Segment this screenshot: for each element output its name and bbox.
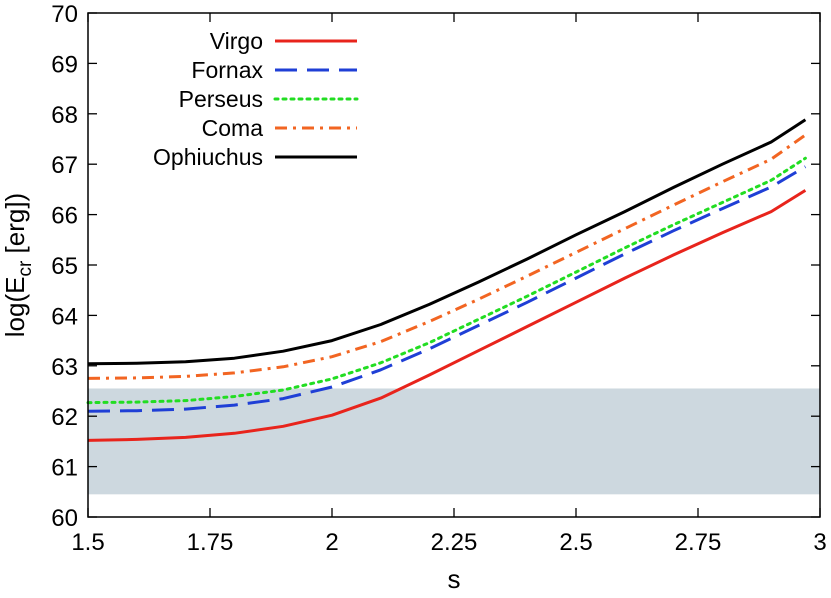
shaded-band (88, 388, 820, 495)
series-line-perseus (86, 156, 807, 405)
y-tick-label: 64 (51, 303, 78, 330)
y-tick-label: 65 (51, 253, 78, 280)
legend-label-virgo: Virgo (210, 28, 263, 54)
y-tick-label: 69 (51, 51, 78, 78)
x-tick-label: 2.5 (559, 529, 592, 556)
y-tick-label: 60 (51, 505, 78, 532)
x-tick-label: 2.25 (431, 529, 478, 556)
x-tick-labels: 1.5 1.75 2 2.25 2.5 2.75 3 (71, 529, 826, 556)
legend-label-perseus: Perseus (179, 86, 263, 112)
legend: Virgo Fornax Perseus Coma Ophiuchus (153, 28, 359, 170)
legend-label-coma: Coma (202, 115, 264, 141)
x-tick-label: 2 (325, 529, 338, 556)
x-axis-label: s (448, 564, 461, 594)
y-axis-label-suffix: [erg]) (0, 193, 30, 261)
y-tick-label: 67 (51, 152, 78, 179)
y-tick-label: 61 (51, 455, 78, 482)
legend-label-ophiuchus: Ophiuchus (153, 144, 263, 170)
series-line-fornax (87, 165, 807, 413)
legend-label-fornax: Fornax (191, 57, 263, 83)
plot-frame (87, 12, 821, 518)
y-tick-labels: 60 61 62 63 64 65 66 67 68 69 70 (51, 1, 78, 532)
series-line-virgo (87, 189, 807, 442)
y-tick-label: 68 (51, 102, 78, 129)
x-tick-label: 2.75 (675, 529, 722, 556)
shaded-band-layer (88, 388, 820, 495)
x-tick-label: 3 (813, 529, 826, 556)
x-tick-label: 1.75 (187, 529, 234, 556)
y-tick-label: 66 (51, 203, 78, 230)
series-line-ophiuchus (87, 118, 807, 366)
series-layer (86, 118, 807, 442)
y-axis-label-subscript: cr (15, 260, 36, 277)
y-tick-label: 63 (51, 354, 78, 381)
y-axis-label-prefix: log(E (0, 277, 30, 338)
x-tick-label: 1.5 (71, 529, 104, 556)
y-tick-label: 62 (51, 404, 78, 431)
y-tick-label: 70 (51, 1, 78, 28)
y-axis-label: log(Ecr [erg]) (0, 193, 36, 337)
